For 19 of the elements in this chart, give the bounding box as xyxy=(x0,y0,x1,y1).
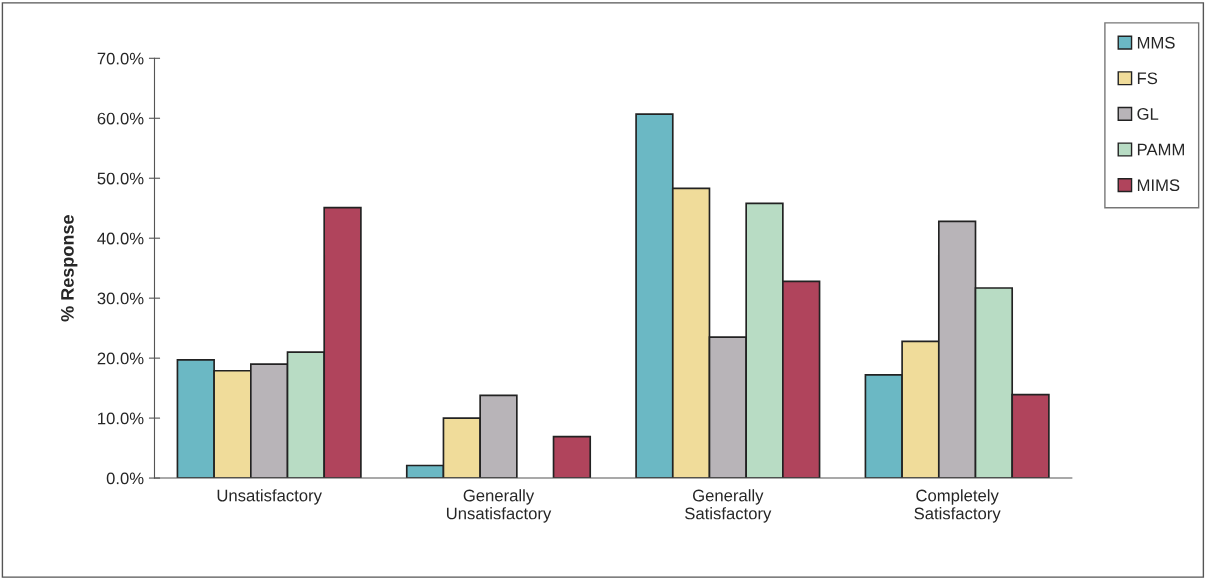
x-tick-label: Unsatisfactory xyxy=(217,489,322,505)
y-tick-label: 70.0% xyxy=(97,52,144,65)
legend-label: FS xyxy=(1137,72,1158,85)
y-tick-label: 30.0% xyxy=(97,292,144,305)
legend-label: GL xyxy=(1137,108,1159,120)
bar xyxy=(552,435,592,479)
y-tick-label: 0.0% xyxy=(106,472,144,485)
y-tick-label: 40.0% xyxy=(97,232,144,245)
x-tick-label: Generally Unsatisfactory xyxy=(446,489,552,523)
x-tick-label: Generally Satisfactory xyxy=(685,489,772,523)
y-tick-label: 20.0% xyxy=(97,352,144,365)
y-axis-title: % Response xyxy=(61,215,78,322)
x-tick-label: Completely Satisfactory xyxy=(914,489,1001,523)
y-tick-label: 10.0% xyxy=(98,412,144,425)
legend-label: MMS xyxy=(1137,36,1175,49)
y-tick-label: 50.0% xyxy=(97,172,144,185)
legend-label: PAMM xyxy=(1137,143,1184,156)
y-tick-label: 60.0% xyxy=(97,112,144,125)
legend-label: MIMS xyxy=(1137,179,1180,192)
